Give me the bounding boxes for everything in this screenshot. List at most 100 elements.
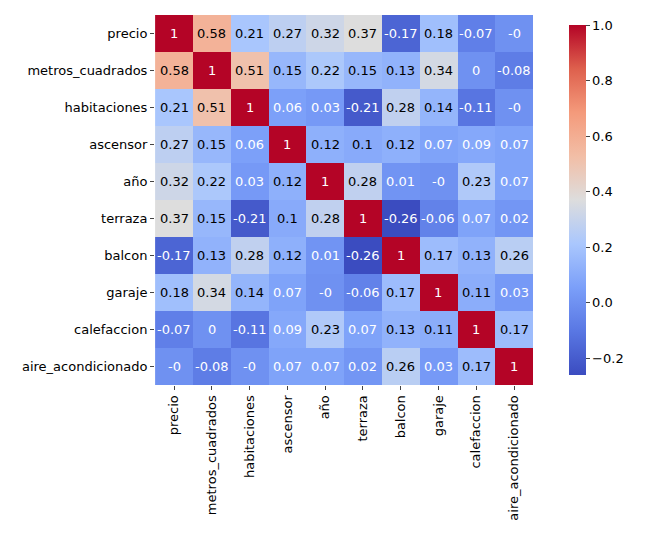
- svg-text:ascensor: ascensor: [280, 395, 295, 454]
- svg-text:-0.17: -0.17: [157, 248, 191, 263]
- svg-text:0.6: 0.6: [592, 129, 613, 144]
- svg-text:0.1: 0.1: [352, 137, 373, 152]
- svg-text:balcon: balcon: [104, 248, 147, 263]
- svg-text:-0.06: -0.06: [346, 285, 380, 300]
- svg-text:0.01: 0.01: [311, 248, 340, 263]
- svg-text:0.2: 0.2: [592, 240, 613, 255]
- svg-text:0.15: 0.15: [273, 63, 302, 78]
- svg-text:0.13: 0.13: [197, 248, 226, 263]
- svg-text:0.17: 0.17: [386, 285, 415, 300]
- svg-text:0.11: 0.11: [462, 285, 491, 300]
- svg-text:0.17: 0.17: [424, 248, 453, 263]
- svg-text:0.02: 0.02: [348, 359, 377, 374]
- svg-text:0.1: 0.1: [277, 211, 298, 226]
- svg-text:0.18: 0.18: [160, 285, 189, 300]
- svg-text:0.17: 0.17: [462, 359, 491, 374]
- svg-text:-0.07: -0.07: [459, 26, 493, 41]
- svg-text:0.34: 0.34: [424, 63, 453, 78]
- svg-text:0.07: 0.07: [424, 137, 453, 152]
- svg-text:-0: -0: [168, 359, 181, 374]
- svg-text:aire_acondicionado: aire_acondicionado: [506, 395, 521, 520]
- svg-text:1: 1: [283, 137, 291, 152]
- svg-text:0.07: 0.07: [273, 359, 302, 374]
- svg-text:0.03: 0.03: [424, 359, 453, 374]
- svg-text:0.12: 0.12: [386, 137, 415, 152]
- svg-text:-0.08: -0.08: [195, 359, 229, 374]
- svg-text:0.15: 0.15: [197, 211, 226, 226]
- svg-text:1: 1: [208, 63, 216, 78]
- svg-text:-0.06: -0.06: [421, 211, 455, 226]
- svg-text:calefaccion: calefaccion: [468, 395, 483, 468]
- svg-text:0.07: 0.07: [500, 174, 529, 189]
- svg-text:0.26: 0.26: [386, 359, 415, 374]
- svg-text:precio: precio: [166, 395, 181, 435]
- svg-text:0.07: 0.07: [462, 211, 491, 226]
- svg-text:0.03: 0.03: [311, 100, 340, 115]
- svg-text:1: 1: [321, 174, 329, 189]
- svg-text:0.8: 0.8: [592, 73, 613, 88]
- svg-text:0.28: 0.28: [348, 174, 377, 189]
- svg-text:0.32: 0.32: [311, 26, 340, 41]
- svg-text:-0: -0: [508, 26, 521, 41]
- svg-text:0.32: 0.32: [160, 174, 189, 189]
- svg-text:1: 1: [170, 26, 178, 41]
- svg-text:0.07: 0.07: [311, 359, 340, 374]
- svg-text:1: 1: [434, 285, 442, 300]
- svg-text:0.28: 0.28: [311, 211, 340, 226]
- svg-text:0.01: 0.01: [386, 174, 415, 189]
- svg-text:-0.17: -0.17: [384, 26, 418, 41]
- svg-text:metros_cuadrados: metros_cuadrados: [27, 63, 147, 78]
- svg-text:garaje: garaje: [106, 285, 147, 300]
- svg-text:0.37: 0.37: [160, 211, 189, 226]
- svg-text:0.12: 0.12: [273, 174, 302, 189]
- svg-text:0.15: 0.15: [348, 63, 377, 78]
- svg-text:0.34: 0.34: [197, 285, 226, 300]
- svg-text:1: 1: [472, 322, 480, 337]
- svg-text:0.15: 0.15: [197, 137, 226, 152]
- svg-text:0.22: 0.22: [197, 174, 226, 189]
- svg-text:0.09: 0.09: [462, 137, 491, 152]
- svg-text:0.28: 0.28: [386, 100, 415, 115]
- svg-text:0.02: 0.02: [500, 211, 529, 226]
- svg-text:1.0: 1.0: [592, 18, 613, 33]
- svg-text:-0.21: -0.21: [233, 211, 267, 226]
- svg-text:0.17: 0.17: [500, 322, 529, 337]
- svg-text:año: año: [317, 395, 332, 419]
- svg-text:0.11: 0.11: [424, 322, 453, 337]
- svg-text:habitaciones: habitaciones: [242, 395, 257, 478]
- svg-text:0.27: 0.27: [273, 26, 302, 41]
- svg-text:0.03: 0.03: [500, 285, 529, 300]
- svg-text:0.12: 0.12: [311, 137, 340, 152]
- svg-text:calefaccion: calefaccion: [74, 322, 147, 337]
- svg-text:0.27: 0.27: [160, 137, 189, 152]
- svg-text:-0.11: -0.11: [233, 322, 267, 337]
- svg-text:1: 1: [359, 211, 367, 226]
- svg-text:0.21: 0.21: [160, 100, 189, 115]
- svg-text:0.51: 0.51: [197, 100, 226, 115]
- svg-text:-0: -0: [243, 359, 256, 374]
- svg-text:-0: -0: [432, 174, 445, 189]
- svg-text:ascensor: ascensor: [89, 137, 148, 152]
- svg-text:-0.11: -0.11: [459, 100, 493, 115]
- svg-text:0.07: 0.07: [273, 285, 302, 300]
- svg-text:0.4: 0.4: [592, 184, 613, 199]
- svg-text:0.21: 0.21: [235, 26, 264, 41]
- svg-text:0.07: 0.07: [348, 322, 377, 337]
- svg-text:0.06: 0.06: [235, 137, 264, 152]
- svg-text:0.13: 0.13: [386, 63, 415, 78]
- svg-text:-0.07: -0.07: [157, 322, 191, 337]
- svg-text:precio: precio: [107, 26, 147, 41]
- svg-text:0.14: 0.14: [235, 285, 264, 300]
- svg-text:0.13: 0.13: [462, 248, 491, 263]
- svg-text:0.13: 0.13: [386, 322, 415, 337]
- svg-text:0.07: 0.07: [500, 137, 529, 152]
- svg-text:0.18: 0.18: [424, 26, 453, 41]
- svg-text:terraza: terraza: [355, 395, 370, 441]
- svg-text:0.22: 0.22: [311, 63, 340, 78]
- svg-text:0.14: 0.14: [424, 100, 453, 115]
- svg-text:-0: -0: [319, 285, 332, 300]
- svg-text:terraza: terraza: [101, 211, 147, 226]
- svg-text:0.0: 0.0: [592, 295, 613, 310]
- svg-text:-0.21: -0.21: [346, 100, 380, 115]
- svg-text:aire_acondicionado: aire_acondicionado: [22, 359, 147, 374]
